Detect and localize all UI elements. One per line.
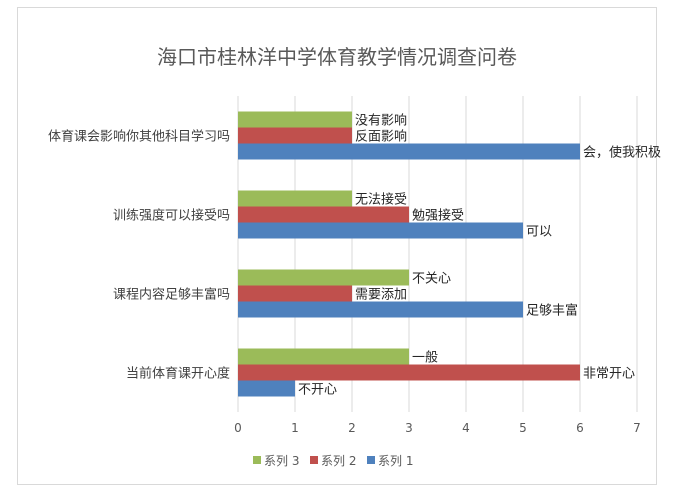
x-axis-ticks: 0 1 2 3 4 5 6 7	[234, 421, 641, 435]
legend-swatch	[253, 456, 261, 464]
bar	[238, 380, 295, 397]
legend-label: 系列 2	[321, 454, 356, 468]
legend: 系列 3 系列 2 系列 1	[253, 454, 413, 468]
legend-swatch	[310, 456, 318, 464]
data-label: 需要添加	[355, 288, 407, 303]
bar	[238, 301, 523, 318]
data-label: 不关心	[412, 272, 451, 287]
bar	[238, 269, 409, 286]
data-label: 一般	[412, 350, 438, 366]
x-tick-label: 4	[462, 421, 470, 435]
category-label: 训练强度可以接受吗	[113, 208, 230, 224]
legend-label: 系列 3	[264, 454, 299, 468]
data-label: 无法接受	[355, 192, 407, 208]
category-label: 当前体育课开心度	[126, 366, 230, 382]
category-label: 体育课会影响你其他科目学习吗	[48, 129, 230, 145]
bar	[238, 127, 352, 144]
category-label: 课程内容足够丰富吗	[113, 287, 230, 303]
legend-label: 系列 1	[378, 454, 413, 468]
x-tick-label: 7	[633, 421, 641, 435]
x-tick-label: 5	[519, 421, 527, 435]
data-label: 勉强接受	[412, 208, 464, 224]
chart-frame	[17, 7, 657, 485]
bar	[238, 348, 409, 365]
data-label: 足够丰富	[526, 303, 578, 319]
bar	[238, 222, 523, 239]
data-label: 可以	[526, 225, 552, 240]
legend-swatch	[367, 456, 375, 464]
bar	[238, 111, 352, 128]
data-label: 不开心	[298, 383, 337, 398]
bars	[238, 111, 580, 397]
data-label: 没有影响	[355, 113, 407, 129]
data-label: 会，使我积极	[583, 145, 661, 161]
bar	[238, 143, 580, 160]
data-label: 反面影响	[355, 129, 407, 145]
x-tick-label: 6	[576, 421, 584, 435]
x-tick-label: 1	[291, 421, 299, 435]
x-tick-label: 3	[405, 421, 413, 435]
bar	[238, 206, 409, 223]
chart-title: 海口市桂林洋中学体育教学情况调查问卷	[157, 45, 517, 69]
bar	[238, 285, 352, 302]
bar	[238, 190, 352, 207]
x-tick-label: 2	[348, 421, 356, 435]
x-tick-label: 0	[234, 421, 242, 435]
bar	[238, 364, 580, 381]
data-label: 非常开心	[583, 367, 635, 382]
